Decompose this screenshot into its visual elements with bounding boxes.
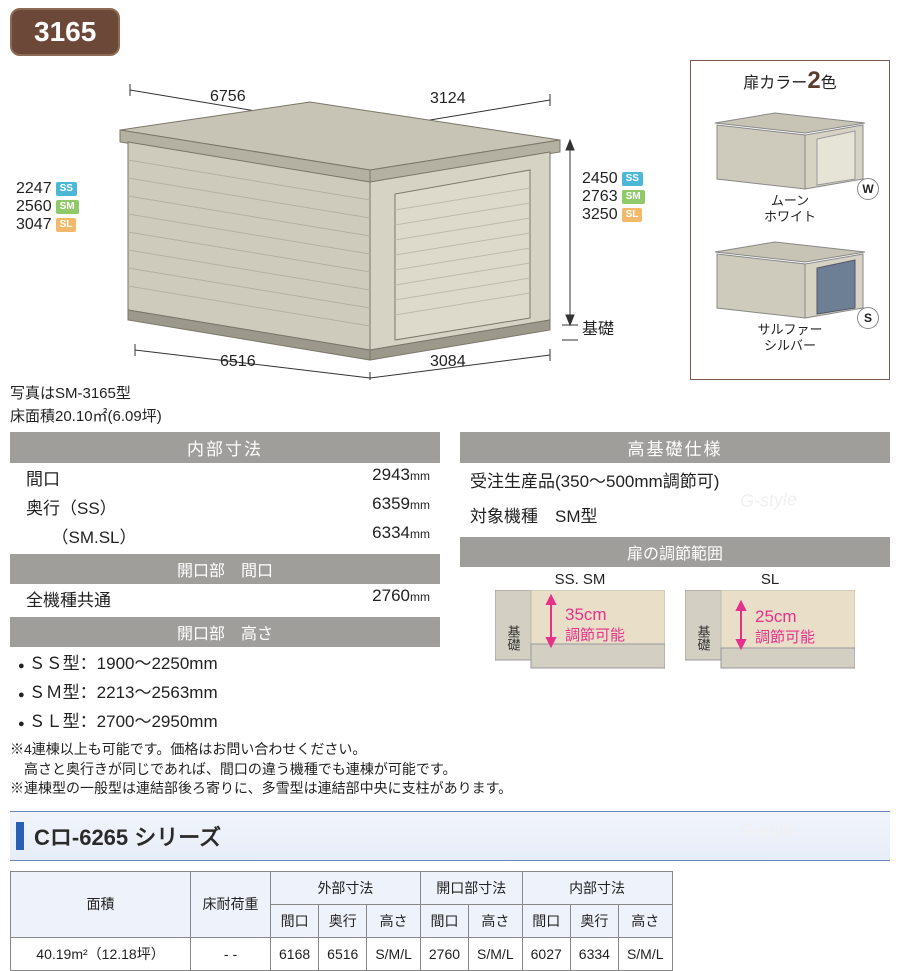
th-sub: 奥行 [570, 904, 618, 937]
dim-depth-bottom: 6516 [220, 353, 256, 371]
td-val: 2760 [420, 937, 468, 970]
internal-dims-header: 内部寸法 [10, 432, 440, 463]
model-number-badge: 3165 [10, 8, 120, 56]
opening-width-header: 開口部 間口 [10, 554, 440, 584]
svg-text:調節可能: 調節可能 [565, 626, 625, 644]
dimension-diagram: 6756 3124 2247SS 2560SM 3047SL 2450SS 27… [10, 60, 682, 380]
left-heights: 2247SS 2560SM 3047SL [16, 180, 79, 234]
series-title: Cロ-6265 シリーズ [34, 820, 221, 852]
adjust-sl: SL 基礎 25cm 調節可能 [685, 571, 855, 685]
high-base-line1: 受注生産品(350～500mm調節可) [460, 463, 890, 496]
td-val: 6334 [570, 937, 618, 970]
th-area: 面積 [11, 871, 191, 937]
td-val: S/M/L [469, 937, 523, 970]
th-sub: 高さ [469, 904, 523, 937]
opening-height-sl: ＳＬ型：2700～2950mm [10, 705, 440, 734]
th-int: 内部寸法 [522, 871, 672, 904]
th-ext: 外部寸法 [271, 871, 421, 904]
th-sub: 高さ [367, 904, 421, 937]
kiso-label: 基礎 [582, 315, 614, 339]
adjust-ss-sm: SS. SM 基礎 35cm 調節可能 [495, 571, 665, 685]
diagram-caption-2: 床面積20.10㎡(6.09坪) [10, 405, 890, 426]
td-val: S/M/L [618, 937, 672, 970]
dim-depth-top: 6756 [210, 88, 246, 106]
footnotes: ※4連棟以上も可能です。価格はお問い合わせください。 高さと奥行きが同じであれば… [10, 740, 890, 799]
right-specs: 高基礎仕様 受注生産品(350～500mm調節可) 対象機種 SM型 扉の調節範… [460, 432, 890, 734]
opening-height-header: 開口部 高さ [10, 617, 440, 647]
high-base-header: 高基礎仕様 [460, 432, 890, 463]
svg-text:基礎: 基礎 [506, 625, 521, 652]
th-sub: 間口 [522, 904, 570, 937]
shed-illustration [10, 60, 670, 380]
svg-text:35cm: 35cm [565, 605, 607, 624]
th-load: 床耐荷重 [191, 871, 271, 937]
th-sub: 奥行 [319, 904, 367, 937]
th-sub: 間口 [271, 904, 319, 937]
td-load: - - [191, 937, 271, 970]
left-specs: 内部寸法 間口2943mm 奥行（SS）6359mm （SM.SL）6334mm… [10, 432, 440, 734]
opening-height-ss: ＳＳ型：1900～2250mm [10, 647, 440, 676]
td-val: 6027 [522, 937, 570, 970]
door-range-header: 扉の調節範囲 [460, 537, 890, 567]
diagram-caption-1: 写真はSM-3165型 [10, 382, 890, 403]
th-sub: 高さ [618, 904, 672, 937]
svg-text:調節可能: 調節可能 [755, 628, 815, 646]
series-header-bar: Cロ-6265 シリーズ [10, 811, 890, 861]
td-val: 6516 [319, 937, 367, 970]
svg-text:基礎: 基礎 [696, 625, 711, 652]
spec-table: 面積 床耐荷重 外部寸法 開口部寸法 内部寸法 間口 奥行 高さ 間口 高さ 間… [10, 871, 673, 971]
th-open: 開口部寸法 [420, 871, 522, 904]
series-accent [16, 822, 24, 850]
color-panel-header: 扉カラー2色 [697, 67, 883, 95]
right-heights: 2450SS 2763SM 3250SL [582, 170, 645, 224]
opening-height-sm: ＳＭ型：2213～2563mm [10, 676, 440, 705]
swatch-moon-white: W ムーンホワイト [697, 101, 883, 224]
dim-width-top: 3124 [430, 90, 466, 108]
svg-text:25cm: 25cm [755, 607, 797, 626]
td-area: 40.19m²（12.18坪） [11, 937, 191, 970]
dim-width-bottom: 3084 [430, 353, 466, 371]
swatch-sulfur-silver: S サルファーシルバー [697, 230, 883, 353]
td-val: S/M/L [367, 937, 421, 970]
td-val: 6168 [271, 937, 319, 970]
door-color-panel: 扉カラー2色 W ムーンホワイト S サルファーシルバー [690, 60, 890, 380]
th-sub: 間口 [420, 904, 468, 937]
